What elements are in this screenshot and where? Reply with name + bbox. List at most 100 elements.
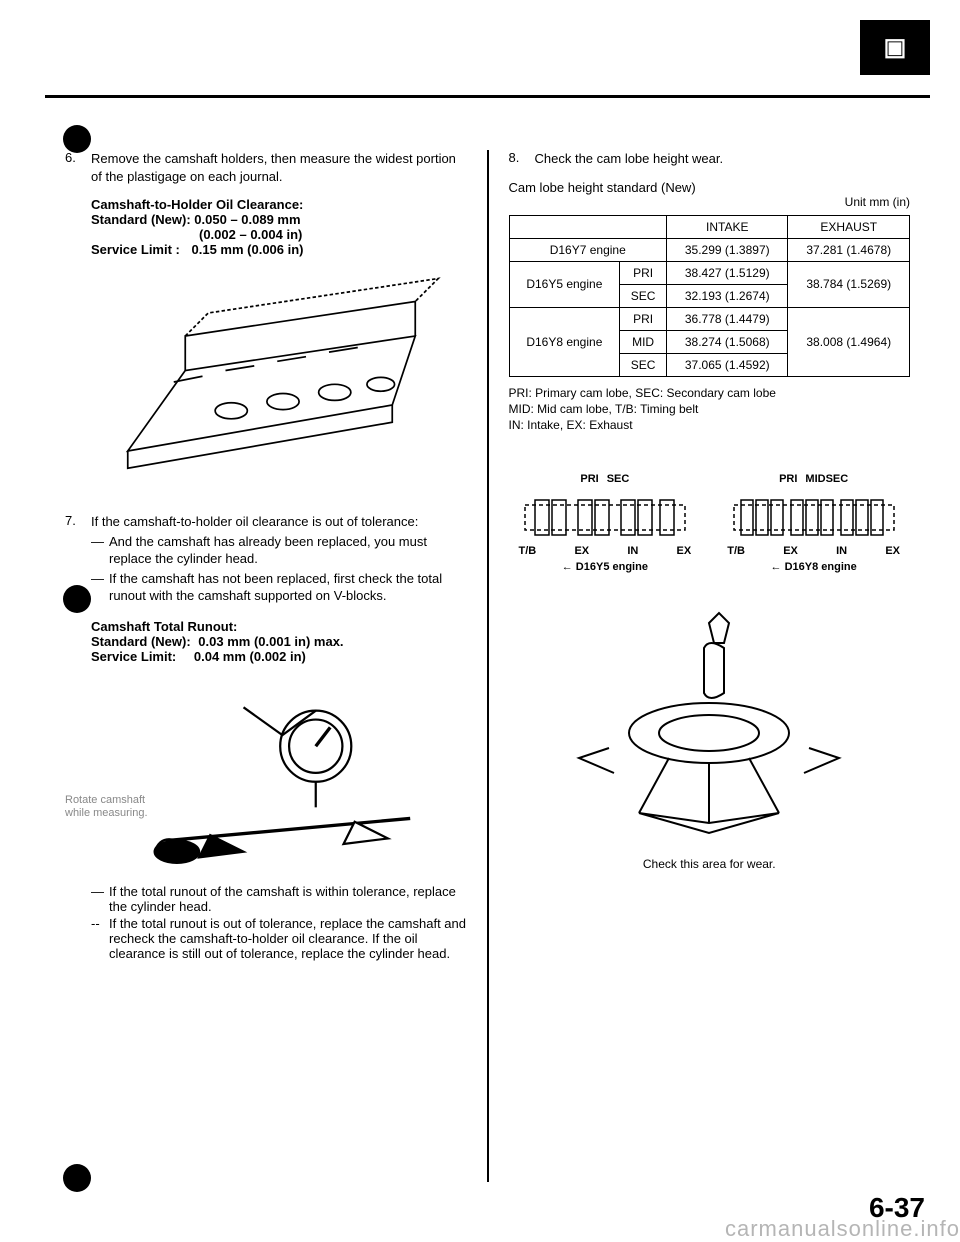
table-corner xyxy=(509,215,667,238)
camshaft-wear-figure xyxy=(569,593,849,853)
step-7: 7. If the camshaft-to-holder oil clearan… xyxy=(65,513,467,607)
table-header-row: INTAKE EXHAUST xyxy=(509,215,910,238)
runout-heading: Camshaft Total Runout: xyxy=(91,619,467,634)
engine-label: ← D16Y8 engine xyxy=(717,561,910,573)
label-in: IN xyxy=(627,545,638,557)
label-ex: EX xyxy=(677,545,692,557)
cam-lobe-table: INTAKE EXHAUST D16Y7 engine 35.299 (1.38… xyxy=(509,215,911,377)
engine-cell: D16Y8 engine xyxy=(509,307,620,376)
step-number: 8. xyxy=(509,150,535,168)
dash-icon: — xyxy=(91,570,109,605)
runout-spec: Camshaft Total Runout: Standard (New): 0… xyxy=(91,619,467,664)
after-runout: — If the total runout of the camshaft is… xyxy=(91,884,467,961)
cylinder-head-figure xyxy=(65,267,467,497)
exhaust-cell: 37.281 (1.4678) xyxy=(788,238,910,261)
table-row: D16Y5 engine PRI 38.427 (1.5129) 38.784 … xyxy=(509,261,910,284)
exhaust-cell: 38.784 (1.5269) xyxy=(788,261,910,307)
clearance-spec: Camshaft-to-Holder Oil Clearance: Standa… xyxy=(91,197,467,257)
label-pri: PRI xyxy=(779,473,797,485)
dash-text: If the total runout of the camshaft is w… xyxy=(109,884,467,914)
cam-lobe-heading-row: Cam lobe height standard (New) xyxy=(509,180,911,195)
step-intro: If the camshaft-to-holder oil clearance … xyxy=(91,513,467,531)
engine-cell: D16Y5 engine xyxy=(509,261,620,307)
table-row: D16Y7 engine 35.299 (1.3897) 37.281 (1.4… xyxy=(509,238,910,261)
legend-line: PRI: Primary cam lobe, SEC: Secondary ca… xyxy=(509,385,911,401)
runout-service-label: Service Limit: xyxy=(91,649,176,664)
std-value: 0.050 – 0.089 mm xyxy=(194,212,300,227)
dash-icon: -- xyxy=(91,916,109,961)
sub-cell: PRI xyxy=(620,307,667,330)
runout-std-value: 0.03 mm (0.001 in) max. xyxy=(198,634,343,649)
step-8: 8. Check the cam lobe height wear. xyxy=(509,150,911,168)
cam-std-label: Cam lobe height standard (New) xyxy=(509,180,696,195)
manual-logo-icon: ▣ xyxy=(860,20,930,75)
label-ex: EX xyxy=(574,545,589,557)
label-in: IN xyxy=(836,545,847,557)
service-label: Service Limit : xyxy=(91,242,180,257)
intake-cell: 38.274 (1.5068) xyxy=(667,330,788,353)
table-row: D16Y8 engine PRI 36.778 (1.4479) 38.008 … xyxy=(509,307,910,330)
intake-cell: 38.427 (1.5129) xyxy=(667,261,788,284)
section-bullet-icon xyxy=(63,125,91,153)
dash-icon: — xyxy=(91,533,109,568)
step-number: 6. xyxy=(65,150,91,185)
service-value: 0.15 mm (0.006 in) xyxy=(192,242,304,257)
runout-service-value: 0.04 mm (0.002 in) xyxy=(194,649,306,664)
table-legend: PRI: Primary cam lobe, SEC: Secondary ca… xyxy=(509,385,911,434)
intake-cell: 35.299 (1.3897) xyxy=(667,238,788,261)
logo-glyph: ▣ xyxy=(884,33,907,62)
section-bullet-icon xyxy=(63,585,91,613)
left-column: 6. Remove the camshaft holders, then mea… xyxy=(45,150,489,1182)
label-ex: EX xyxy=(885,545,900,557)
step-text: Remove the camshaft holders, then measur… xyxy=(91,150,467,185)
dash-item: — If the camshaft has not been replaced,… xyxy=(91,570,467,605)
rotate-label-1: Rotate camshaft xyxy=(65,794,155,807)
dash-item: — And the camshaft has already been repl… xyxy=(91,533,467,568)
step-6: 6. Remove the camshaft holders, then mea… xyxy=(65,150,467,185)
page-content: 6. Remove the camshaft holders, then mea… xyxy=(45,150,930,1182)
lobe-diagrams: PRI SEC T/B EX IN EX xyxy=(509,473,911,573)
label-midsec: MIDSEC xyxy=(805,473,848,485)
runout-std-label: Standard (New): xyxy=(91,634,191,649)
dash-text: And the camshaft has already been replac… xyxy=(109,533,467,568)
std-label: Standard (New): xyxy=(91,212,191,227)
label-ex: EX xyxy=(783,545,798,557)
rotate-label-2: while measuring. xyxy=(65,807,155,820)
label-tb: T/B xyxy=(727,545,745,557)
runout-measurement-figure: Rotate camshaft while measuring. xyxy=(65,674,467,874)
dash-text: If the camshaft has not been replaced, f… xyxy=(109,570,467,605)
label-tb: T/B xyxy=(519,545,537,557)
step-text: Check the cam lobe height wear. xyxy=(535,150,911,168)
dash-item: — If the total runout of the camshaft is… xyxy=(91,884,467,914)
std-value-in: (0.002 – 0.004 in) xyxy=(199,227,467,242)
intake-cell: 32.193 (1.2674) xyxy=(667,284,788,307)
unit-label: Unit mm (in) xyxy=(509,195,911,209)
engine-cell: D16Y7 engine xyxy=(509,238,667,261)
engine-label: ← D16Y5 engine xyxy=(509,561,702,573)
top-horizontal-rule xyxy=(45,95,930,98)
legend-line: IN: Intake, EX: Exhaust xyxy=(509,417,911,433)
legend-line: MID: Mid cam lobe, T/B: Timing belt xyxy=(509,401,911,417)
col-exhaust: EXHAUST xyxy=(788,215,910,238)
sub-cell: PRI xyxy=(620,261,667,284)
dash-item: -- If the total runout is out of toleran… xyxy=(91,916,467,961)
dash-icon: — xyxy=(91,884,109,914)
rotate-label: Rotate camshaft while measuring. xyxy=(65,794,155,820)
label-sec: SEC xyxy=(607,473,630,485)
clearance-heading: Camshaft-to-Holder Oil Clearance: xyxy=(91,197,467,212)
sub-cell: SEC xyxy=(620,353,667,376)
right-column: 8. Check the cam lobe height wear. Cam l… xyxy=(489,150,931,1182)
dash-text: If the total runout is out of tolerance,… xyxy=(109,916,467,961)
intake-cell: 36.778 (1.4479) xyxy=(667,307,788,330)
lobe-diagram-d16y8: PRI MIDSEC T/B EX IN EX xyxy=(717,473,910,573)
step-body: If the camshaft-to-holder oil clearance … xyxy=(91,513,467,607)
col-intake: INTAKE xyxy=(667,215,788,238)
sub-cell: MID xyxy=(620,330,667,353)
sub-cell: SEC xyxy=(620,284,667,307)
exhaust-cell: 38.008 (1.4964) xyxy=(788,307,910,376)
intake-cell: 37.065 (1.4592) xyxy=(667,353,788,376)
lobe-diagram-d16y5: PRI SEC T/B EX IN EX xyxy=(509,473,702,573)
watermark: carmanualsonline.info xyxy=(725,1216,960,1242)
check-caption: Check this area for wear. xyxy=(509,857,911,871)
section-bullet-icon xyxy=(63,1164,91,1192)
